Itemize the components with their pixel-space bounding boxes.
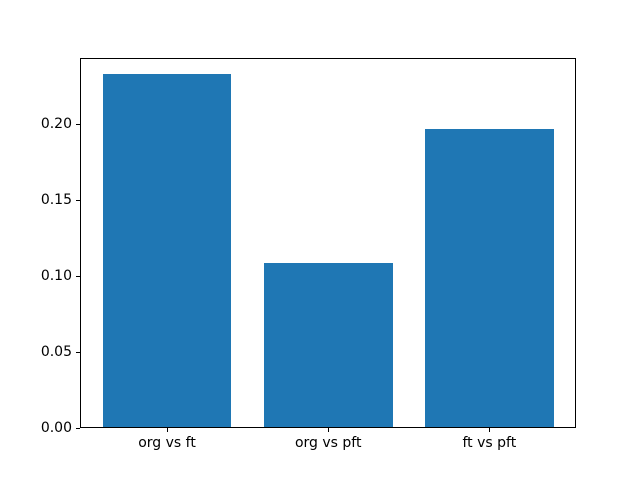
y-tick-label: 0.05: [40, 344, 72, 361]
y-tick-mark: [76, 276, 80, 278]
y-tick-label: 0.20: [40, 115, 72, 132]
x-tick-label: org vs ft: [138, 435, 196, 452]
x-tick-mark: [489, 428, 491, 433]
y-tick-label: 0.10: [40, 268, 72, 285]
x-tick-mark: [328, 428, 330, 433]
bar-org-vs-pft: [263, 262, 393, 428]
x-tick-mark: [167, 428, 169, 433]
bar-org-vs-ft: [102, 74, 232, 428]
y-tick-label: 0.00: [40, 420, 72, 437]
x-tick-label: ft vs pft: [462, 435, 517, 452]
y-tick-mark: [76, 352, 80, 354]
x-tick-label: org vs pft: [294, 435, 362, 452]
y-tick-label: 0.15: [40, 192, 72, 209]
y-tick-mark: [76, 428, 80, 430]
plot-area: [80, 57, 577, 429]
y-tick-mark: [76, 123, 80, 125]
y-tick-mark: [76, 200, 80, 202]
bar-ft-vs-pft: [424, 129, 554, 428]
